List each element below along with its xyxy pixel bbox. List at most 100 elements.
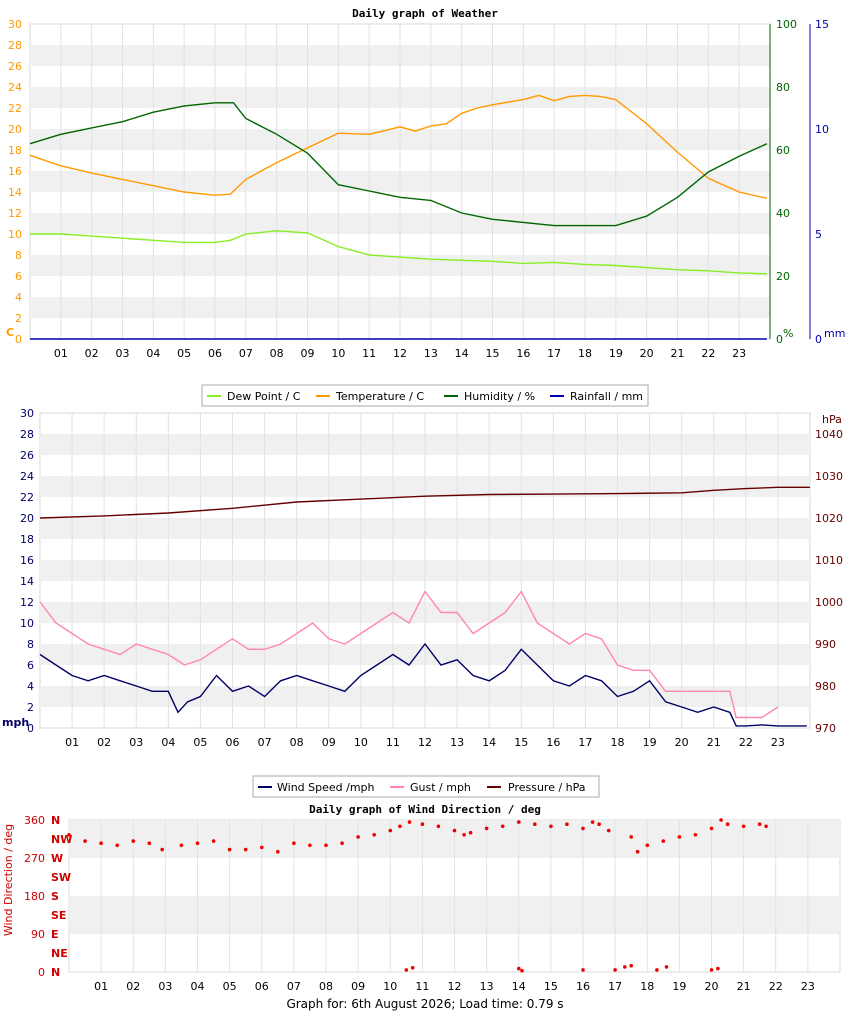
x-tick-label: 10: [383, 980, 397, 993]
y-tick-label: 1000: [815, 596, 843, 609]
y-tick-label: 14: [8, 186, 22, 199]
weather-humidity-axis-label: %: [783, 327, 793, 340]
wind-direction-point: [581, 826, 585, 831]
wind-direction-point: [260, 845, 264, 850]
weather-legend: Dew Point / C Temperature / C Humidity /…: [201, 384, 649, 407]
wind-speed-line: [39, 642, 807, 727]
x-tick-label: 06: [208, 347, 222, 360]
wind-direction-point: [462, 833, 466, 837]
weather-rain-axis-label: mm: [824, 327, 845, 340]
wind-direction-compass-labels: N NE E SE S SW W NW N: [51, 814, 72, 979]
wind-direction-point: [292, 841, 296, 845]
legend-label-pressure: Pressure / hPa: [508, 781, 586, 794]
legend-label-dew-point: Dew Point / C: [227, 390, 301, 403]
wind-direction-point: [719, 818, 723, 822]
x-tick-label: 18: [640, 980, 654, 993]
wind-x-ticks: 01 02 03 04 05 06 07 08 09 10 11 12 13 14 15 16 17 18 19 20…: [65, 736, 785, 749]
y-tick-label: 970: [815, 722, 836, 735]
wind-direction-vertical-grid: [100, 820, 809, 972]
x-tick-label: 09: [322, 736, 336, 749]
wind-direction-point: [500, 824, 505, 829]
x-tick-label: 23: [771, 736, 785, 749]
y-tick-label: 0: [15, 333, 22, 346]
y-tick-label: 12: [20, 596, 34, 609]
wind-direction-point: [629, 835, 633, 839]
compass-label: SE: [51, 909, 66, 922]
y-tick-label: 0: [38, 966, 45, 979]
wind-direction-point: [147, 841, 152, 845]
wind-direction-point: [99, 841, 103, 845]
x-tick-label: 21: [707, 736, 721, 749]
y-tick-label: 1020: [815, 512, 843, 525]
x-tick-label: 05: [223, 980, 237, 993]
y-tick-label: 22: [20, 491, 34, 504]
x-tick-label: 23: [732, 347, 746, 360]
compass-label: N: [51, 966, 60, 979]
x-tick-label: 11: [386, 736, 400, 749]
y-tick-label: 15: [815, 18, 829, 31]
wind-direction-point: [520, 968, 524, 973]
y-tick-label: 1030: [815, 470, 843, 483]
y-tick-label: 24: [8, 81, 22, 94]
wind-direction-point: [606, 828, 611, 833]
wind-series: [39, 486, 810, 727]
x-tick-label: 23: [801, 980, 815, 993]
y-tick-label: 24: [20, 470, 34, 483]
wind-direction-point: [757, 822, 762, 826]
wind-legend: Wind Speed /mph Gust / mph Pressure / hP…: [252, 775, 600, 798]
x-tick-label: 19: [609, 347, 623, 360]
wind-direction-point: [597, 822, 601, 826]
wind-direction-point: [613, 968, 617, 972]
wind-legend-box: [252, 775, 600, 798]
wind-direction-point: [67, 833, 71, 837]
x-tick-label: 21: [737, 980, 751, 993]
weather-humidity-axis-ticks: 0 20 40 60 80 100: [776, 18, 797, 346]
x-tick-label: 14: [455, 347, 469, 360]
x-tick-label: 04: [161, 736, 175, 749]
wind-direction-point: [324, 843, 328, 848]
y-tick-label: 980: [815, 680, 836, 693]
x-tick-label: 17: [547, 347, 561, 360]
compass-label: NW: [51, 833, 72, 846]
wind-pressure-axis-label: hPa: [822, 413, 842, 426]
compass-label: W: [51, 852, 63, 865]
wind-direction-point: [436, 824, 441, 829]
y-tick-label: 80: [776, 81, 790, 94]
y-tick-label: 6: [15, 270, 22, 283]
y-tick-label: 100: [776, 18, 797, 31]
y-tick-label: 26: [20, 449, 34, 462]
wind-direction-chart-title: Daily graph of Wind Direction / deg: [309, 803, 541, 816]
x-tick-label: 09: [301, 347, 315, 360]
x-tick-label: 12: [393, 347, 407, 360]
y-tick-label: 8: [27, 638, 34, 651]
y-tick-label: 180: [24, 890, 45, 903]
dew-point-line: [30, 230, 767, 275]
x-tick-label: 16: [516, 347, 530, 360]
compass-label: SW: [51, 871, 71, 884]
x-tick-label: 03: [158, 980, 172, 993]
y-tick-label: 10: [8, 228, 22, 241]
wind-direction-point: [661, 839, 666, 843]
wind-direction-point: [716, 966, 720, 971]
wind-direction-point: [211, 839, 216, 843]
y-tick-label: 40: [776, 207, 790, 220]
x-tick-label: 13: [480, 980, 494, 993]
wind-direction-y-ticks: 0 90 180 270 360: [24, 814, 45, 979]
wind-direction-point: [549, 824, 553, 829]
x-tick-label: 13: [424, 347, 438, 360]
temperature-line: [29, 94, 768, 199]
x-tick-label: 22: [739, 736, 753, 749]
x-tick-label: 14: [482, 736, 496, 749]
wind-direction-point: [623, 965, 627, 969]
x-tick-label: 05: [193, 736, 207, 749]
wind-vertical-grid: [71, 413, 779, 728]
y-tick-label: 90: [31, 928, 45, 941]
wind-direction-point: [517, 966, 521, 971]
wind-direction-point: [452, 828, 457, 833]
y-tick-label: 20: [776, 270, 790, 283]
wind-direction-point: [276, 849, 280, 854]
x-tick-label: 07: [239, 347, 253, 360]
compass-label: N: [51, 814, 60, 827]
